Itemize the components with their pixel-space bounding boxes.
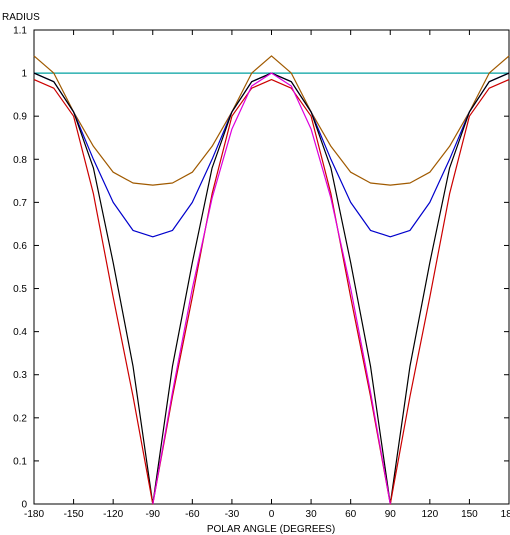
series-line-2 (33, 72, 510, 238)
x-tick-label-11: 150 (461, 509, 478, 520)
x-axis-title: POLAR ANGLE (DEGREES) (207, 524, 335, 535)
y-tick-label-1: 0.1 (13, 456, 27, 467)
series-line-3 (33, 72, 510, 505)
series-line-4 (33, 78, 510, 505)
series-line-1 (33, 55, 510, 186)
y-tick-label-7: 0.7 (13, 198, 27, 209)
x-tick-label-5: -30 (225, 509, 240, 520)
axis-ticks: -180 -150 -120 -90 -60 -30 0 30 60 90 120 150 180 0 0.… (13, 26, 510, 521)
series-line-5 (152, 72, 391, 505)
x-tick-label-4: -60 (185, 509, 200, 520)
plot-frame (33, 29, 510, 505)
y-tick-label-8: 0.8 (13, 155, 27, 166)
x-tick-label-2: -120 (103, 509, 123, 520)
x-tick-label-10: 120 (421, 509, 438, 520)
y-tick-label-3: 0.3 (13, 370, 27, 381)
y-tick-label-4: 0.4 (13, 327, 27, 338)
x-tick-label-8: 60 (345, 509, 357, 520)
x-tick-label-7: 30 (306, 509, 318, 520)
y-tick-label-0: 0 (21, 500, 27, 511)
y-axis-title: RADIUS (2, 12, 40, 23)
x-tick-label-3: -90 (146, 509, 161, 520)
y-tick-label-2: 0.2 (13, 413, 27, 424)
y-tick-label-9: 0.9 (13, 112, 27, 123)
x-tick-label-6: 0 (269, 509, 275, 520)
series-group (33, 55, 510, 505)
y-tick-label-5: 0.5 (13, 284, 27, 295)
y-tick-label-11: 1.1 (13, 26, 27, 37)
x-tick-label-1: -150 (64, 509, 84, 520)
x-tick-label-9: 90 (385, 509, 397, 520)
x-tick-label-0: -180 (24, 509, 44, 520)
y-tick-label-10: 1 (21, 69, 27, 80)
x-tick-label-12: 180 (501, 509, 510, 520)
y-tick-label-6: 0.6 (13, 241, 27, 252)
